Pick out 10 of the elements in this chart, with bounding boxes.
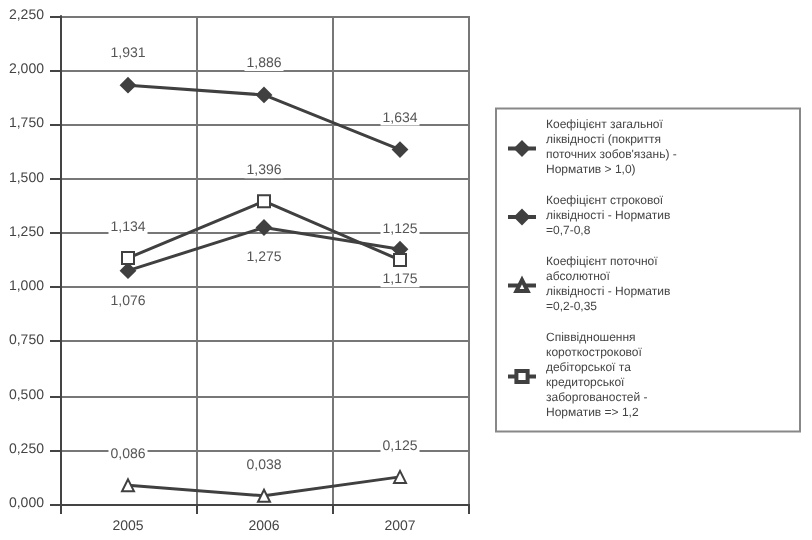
point [393, 469, 407, 484]
point [392, 141, 408, 158]
point [256, 219, 272, 236]
point [120, 77, 136, 94]
point [257, 194, 271, 209]
point [121, 478, 135, 493]
point [256, 86, 272, 103]
point [257, 488, 271, 503]
point [393, 253, 407, 267]
point [121, 251, 135, 266]
